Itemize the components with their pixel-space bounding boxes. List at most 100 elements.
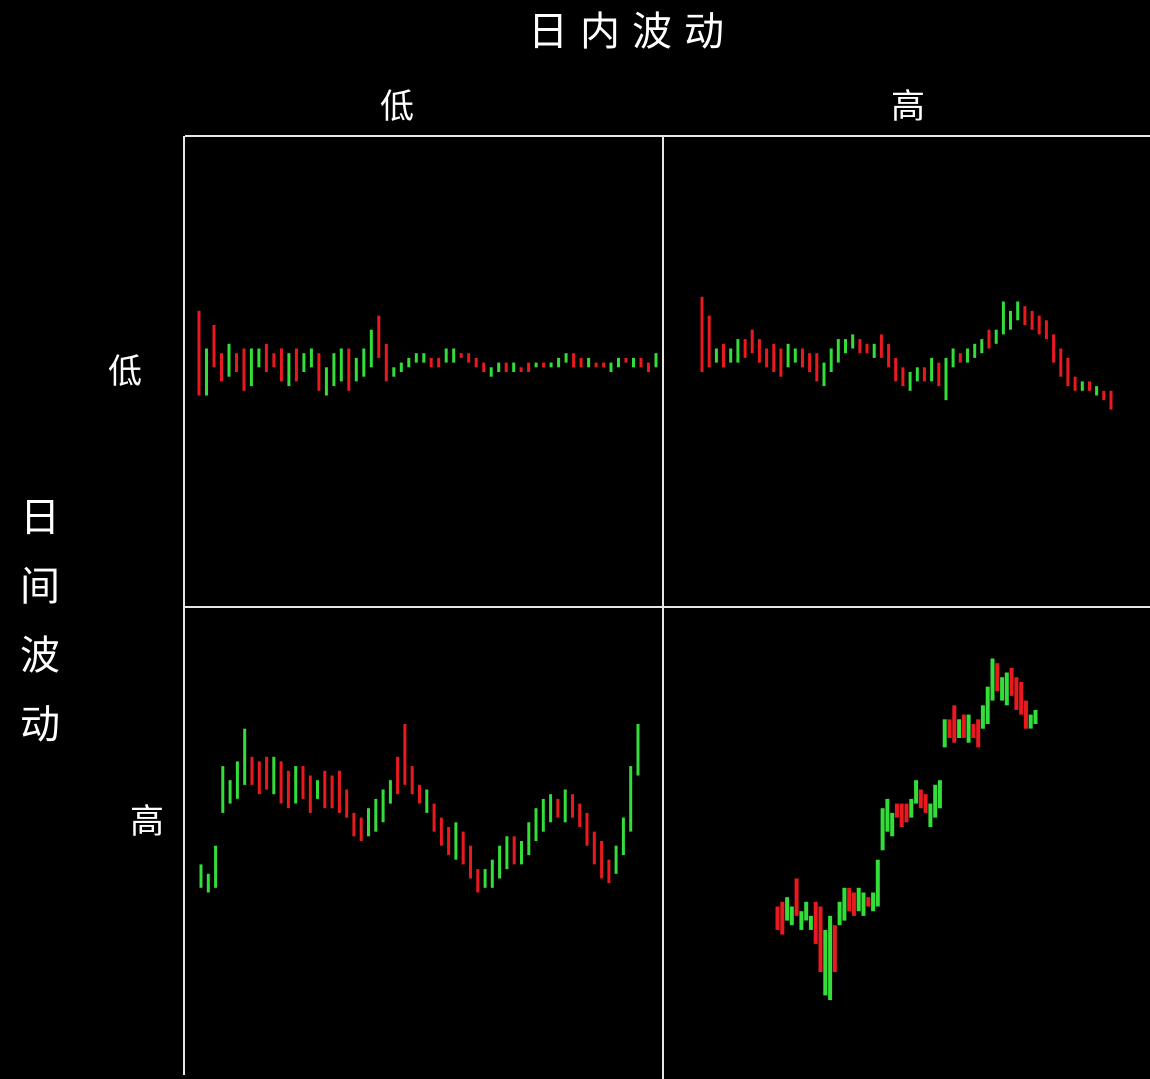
bar-up — [714, 348, 718, 363]
bar-down — [1037, 315, 1041, 335]
bar-up — [861, 892, 866, 916]
bar-down — [579, 357, 583, 368]
bar-down — [403, 724, 407, 785]
bar-down — [542, 362, 546, 368]
bar-up — [957, 719, 962, 738]
row-label-high: 高 — [130, 802, 164, 842]
bar-up — [842, 887, 847, 921]
bar-up — [804, 901, 809, 921]
bar-down — [851, 892, 856, 916]
bar-up — [793, 348, 797, 363]
bar-up — [512, 362, 516, 372]
bar-down — [429, 357, 433, 368]
bar-up — [636, 724, 640, 776]
bar-up — [388, 780, 392, 804]
bar-down — [1023, 306, 1027, 325]
bar-down — [894, 357, 898, 382]
bar-up — [617, 357, 620, 368]
bar-up — [362, 348, 366, 377]
bar-down — [476, 869, 480, 893]
bar-down — [504, 362, 508, 372]
bar-up — [534, 808, 538, 841]
bar-down — [323, 770, 327, 809]
bar-down — [780, 901, 785, 935]
bar-up — [844, 339, 847, 354]
bar-down — [556, 798, 560, 818]
bar-down — [220, 353, 223, 382]
grid-lines — [183, 135, 1150, 1079]
bar-down — [308, 775, 312, 813]
bar-up — [287, 353, 291, 387]
bar-down — [1023, 700, 1028, 729]
column-label-low: 低 — [380, 87, 414, 127]
bar-up — [1000, 677, 1005, 701]
bar-down — [286, 770, 290, 809]
bar-up — [933, 784, 938, 818]
bar-up — [823, 929, 828, 996]
bar-up — [505, 836, 509, 870]
bar-up — [1001, 301, 1005, 335]
bar-up — [228, 780, 232, 804]
bar-up — [374, 798, 378, 832]
bar-down — [474, 357, 478, 368]
bar-down — [592, 831, 596, 865]
bar-up — [527, 822, 531, 856]
bar-up — [454, 822, 458, 860]
bar-down — [700, 296, 704, 372]
bar-up — [549, 362, 553, 368]
bar-up — [422, 353, 426, 363]
bar-down — [801, 348, 804, 368]
bar-down — [971, 724, 976, 738]
bar-up — [221, 766, 225, 813]
panel-3 — [775, 658, 1038, 1001]
bar-down — [467, 353, 471, 363]
bar-up — [654, 353, 658, 368]
bar-down — [272, 353, 276, 368]
bar-down — [418, 784, 421, 804]
row-title: 日间波动 — [20, 495, 60, 748]
bar-up — [205, 348, 208, 396]
bar-down — [337, 770, 341, 813]
bar-up — [973, 343, 977, 358]
bar-up — [483, 869, 487, 888]
bar-down — [879, 334, 883, 358]
panel-0 — [197, 310, 658, 396]
bar-down — [330, 775, 334, 809]
bar-down — [904, 803, 909, 823]
bar-up — [425, 789, 429, 813]
bar-down — [894, 803, 899, 818]
bar-down — [1044, 320, 1048, 340]
bar-up — [915, 367, 919, 382]
bar-up — [316, 780, 319, 799]
bar-up — [214, 845, 218, 888]
bars — [197, 296, 1113, 1001]
bar-down — [922, 367, 926, 382]
bar-up — [786, 343, 790, 368]
chart-title: 日内波动 — [528, 9, 736, 55]
bar-up — [1009, 310, 1012, 330]
bar-down — [995, 663, 1000, 692]
bar-up — [489, 367, 493, 377]
bar-up — [930, 357, 934, 382]
bar-down — [410, 766, 414, 795]
bar-up — [392, 367, 396, 377]
bar-down — [594, 362, 598, 368]
bar-down — [377, 315, 381, 358]
bar-down — [384, 343, 388, 382]
bar-up — [908, 372, 912, 391]
bar-up — [822, 362, 826, 387]
bar-up — [309, 348, 313, 368]
panel-2 — [199, 724, 640, 893]
bar-down — [947, 719, 952, 738]
bar-up — [736, 339, 740, 363]
bar-up — [452, 348, 456, 363]
bar-up — [880, 808, 885, 851]
bar-down — [317, 353, 321, 391]
bar-up — [257, 348, 261, 368]
bar-up — [294, 766, 298, 804]
bar-down — [815, 353, 819, 382]
bar-down — [482, 362, 486, 372]
bar-down — [572, 353, 576, 368]
column-label-high: 高 — [891, 87, 925, 127]
